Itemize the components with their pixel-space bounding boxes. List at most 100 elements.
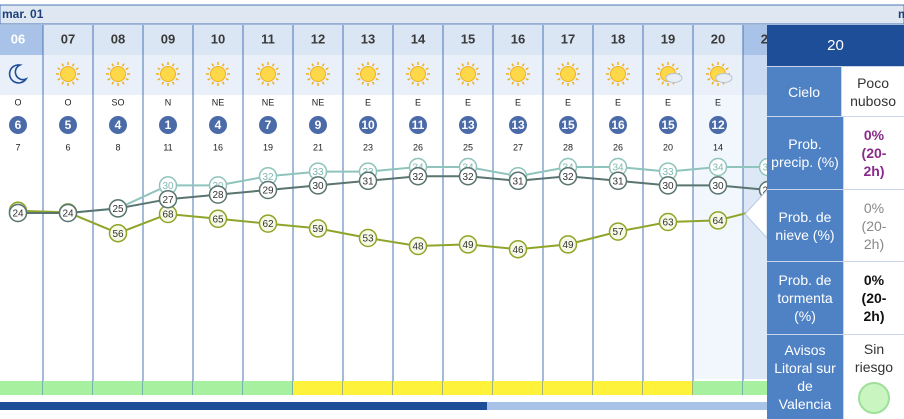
warning-strip — [593, 381, 643, 395]
wind-speed: 5 — [65, 118, 72, 132]
sun-ray — [661, 63, 665, 67]
date-label: mar. 01 — [2, 7, 44, 21]
humidity-line-value: 59 — [312, 224, 324, 235]
popup-value-cell: Poco nuboso — [841, 67, 904, 116]
humidity-line-value: 48 — [412, 242, 424, 253]
popup-value-cell: 0% (20-2h) — [843, 190, 904, 261]
wind-gust: 27 — [513, 142, 523, 152]
sun-ray — [157, 67, 161, 71]
sun-ray — [507, 77, 511, 81]
sun-ray — [511, 63, 515, 67]
feels-line-value: 30 — [162, 181, 174, 192]
warning-strip — [0, 381, 43, 395]
sun-ray — [607, 67, 611, 71]
hour-header-bg — [443, 25, 493, 55]
wind-speed: 7 — [265, 118, 272, 132]
sun-ray — [721, 63, 725, 67]
popup-label: Prob. precip. (%) — [767, 117, 843, 189]
temperature-line-value: 25 — [112, 204, 124, 215]
sun-ray — [521, 81, 525, 85]
sun-ray — [307, 77, 311, 81]
sun-ray — [321, 63, 325, 67]
sun-ray — [461, 81, 465, 85]
temperature-line-point — [608, 171, 628, 191]
popup-hour: 20 — [767, 25, 904, 66]
wind-speed: 15 — [661, 118, 675, 132]
wind-badge — [409, 116, 427, 134]
sun-ray — [457, 77, 461, 81]
wind-badge — [209, 116, 227, 134]
wind-direction: E — [365, 97, 371, 107]
hour-header-bg — [0, 25, 43, 55]
sun-icon — [610, 66, 626, 82]
temperature-line-value: 32 — [412, 172, 424, 183]
temperature-line-value: 31 — [512, 176, 524, 187]
warning-strip — [393, 381, 443, 395]
sun-icon — [560, 66, 576, 82]
wind-badge — [9, 116, 27, 134]
feels-line-value: 34 — [612, 163, 624, 174]
hour-label: 15 — [461, 31, 475, 46]
wind-direction: O — [64, 97, 71, 107]
sun-ray — [361, 63, 365, 67]
wind-gust: 20 — [663, 142, 673, 152]
temperature-line-point — [558, 166, 578, 186]
sun-ray — [175, 77, 179, 81]
warning-strip — [443, 381, 493, 395]
humidity-line-point — [658, 212, 678, 232]
sun-icon — [110, 66, 126, 82]
popup-value: 0% (20-2h) — [861, 199, 887, 252]
wind-direction: E — [715, 97, 721, 107]
temperature-line-value: 29 — [262, 186, 274, 197]
sun-ray — [125, 77, 129, 81]
sun-ray — [61, 81, 65, 85]
cloud-icon — [665, 73, 683, 83]
column-body — [0, 95, 43, 379]
warning-strip — [543, 381, 593, 395]
sun-ray — [207, 67, 211, 71]
sun-ray — [461, 63, 465, 67]
wind-badge — [159, 116, 177, 134]
hour-label: 06 — [11, 31, 25, 46]
warning-strip — [643, 381, 693, 395]
sun-ray — [407, 77, 411, 81]
temperature-line-value: 30 — [312, 181, 324, 192]
sun-ray — [261, 63, 265, 67]
humidity-line-point — [458, 235, 478, 254]
warning-strip — [143, 381, 193, 395]
sun-ray — [621, 81, 625, 85]
wind-direction: E — [465, 97, 471, 107]
sun-ray — [171, 63, 175, 67]
temperature-line-value: 27 — [162, 195, 174, 206]
feels-line-point — [708, 157, 728, 177]
humidity-line — [17, 206, 769, 251]
sun-ray — [157, 77, 161, 81]
wind-direction: E — [665, 97, 671, 107]
temperature-line-point — [258, 180, 278, 200]
temperature-line-point — [408, 166, 428, 186]
sun-ray — [61, 63, 65, 67]
sun-ray — [475, 77, 479, 81]
hour-label: 07 — [61, 31, 75, 46]
warning-strip — [693, 381, 743, 395]
sun-icon — [460, 66, 476, 82]
sun-ray — [671, 63, 675, 67]
sun-ray — [707, 67, 711, 71]
sun-icon — [510, 66, 526, 82]
wind-badge — [359, 116, 377, 134]
sun-ray — [421, 63, 425, 67]
sun-ray — [311, 81, 315, 85]
temperature-line-point — [708, 176, 728, 195]
sun-icon — [360, 66, 376, 82]
humidity-line-point — [508, 239, 528, 259]
humidity-line-value: 65 — [212, 214, 224, 225]
sun-ray — [111, 63, 115, 67]
wind-direction: SO — [111, 97, 124, 107]
wind-gust: 28 — [563, 142, 573, 152]
sun-icon — [60, 66, 76, 82]
temperature-line-value: 30 — [712, 181, 724, 192]
hour-label: 19 — [661, 31, 675, 46]
scrollbar-thumb[interactable] — [0, 402, 487, 410]
wind-badge — [459, 116, 477, 134]
